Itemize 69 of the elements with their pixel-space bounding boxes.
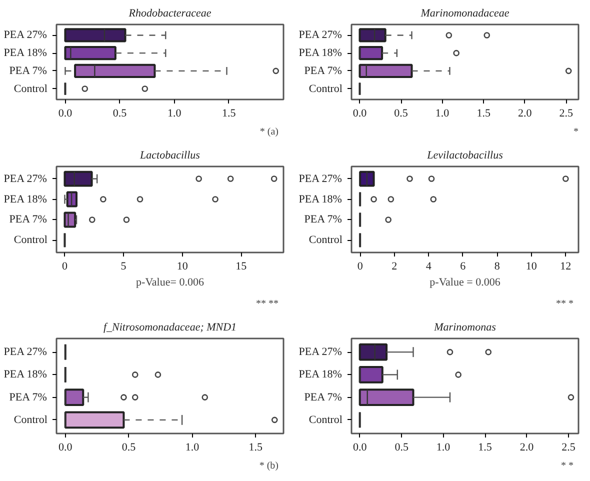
- x-tick-label: 0.5: [394, 442, 409, 454]
- y-tick-label: PEA 18%: [4, 47, 47, 60]
- y-tick-label: PEA 7%: [304, 214, 342, 226]
- chart-title: Marinomonas: [433, 322, 496, 334]
- x-tick-label: 10: [176, 260, 188, 272]
- x-axis-title: p-Value = 0.006: [430, 276, 501, 288]
- y-tick-label: PEA 27%: [4, 346, 47, 358]
- y-tick-label: PEA 18%: [4, 368, 47, 381]
- x-tick-label: 0: [357, 260, 364, 272]
- y-tick-label: Control: [308, 414, 343, 426]
- x-tick-label: 1.5: [248, 442, 263, 454]
- x-tick-label: 1.0: [435, 108, 450, 120]
- x-tick-label: 2.0: [518, 108, 532, 120]
- x-tick-label: 1.5: [478, 442, 492, 454]
- x-tick-label: 6: [460, 260, 466, 272]
- x-tick-label: 0.5: [394, 108, 408, 120]
- text: *: [574, 126, 578, 138]
- x-tick-label: 0.5: [122, 442, 136, 454]
- x-tick-label: 15: [236, 260, 248, 272]
- y-tick-label: PEA 27%: [298, 172, 342, 185]
- y-tick-label: Control: [14, 234, 48, 246]
- x-tick-label: 0.0: [58, 442, 73, 454]
- y-tick-label: PEA 18%: [298, 193, 342, 206]
- y-tick-label: Control: [14, 414, 48, 426]
- text: * *: [561, 460, 574, 472]
- y-tick-label: PEA 27%: [4, 172, 47, 185]
- x-tick-label: 10: [526, 260, 538, 272]
- x-tick-label: 1.0: [436, 442, 451, 454]
- y-tick-label: PEA 7%: [9, 214, 47, 226]
- x-tick-label: 1.5: [222, 108, 236, 120]
- x-tick-label: 2.5: [562, 442, 576, 454]
- y-tick-label: Control: [308, 234, 343, 246]
- x-tick-label: 4: [426, 260, 432, 272]
- y-tick-label: PEA 27%: [4, 29, 47, 42]
- chart-title: Levilactobacillus: [426, 150, 503, 162]
- x-tick-label: 12: [560, 260, 572, 272]
- x-tick-label: 2.0: [520, 442, 534, 454]
- x-tick-label: 0.0: [352, 108, 368, 120]
- y-tick-label: PEA 7%: [9, 64, 47, 77]
- x-tick-label: 0.5: [112, 108, 128, 120]
- text: * (b): [259, 460, 279, 472]
- chart-title: Rhodobacteraceae: [128, 8, 212, 20]
- x-tick-label: 0: [62, 260, 68, 272]
- y-tick-label: PEA 7%: [304, 64, 342, 77]
- text: * (a): [260, 126, 279, 138]
- x-tick-label: 2.5: [559, 108, 574, 120]
- x-axis-title: p-Value= 0.006: [136, 276, 204, 288]
- chart-title: f_Nitrosomonadaceae; MND1: [103, 322, 237, 334]
- x-tick-label: 0.0: [58, 108, 73, 120]
- y-tick-label: PEA 27%: [298, 346, 342, 358]
- y-tick-label: PEA 27%: [298, 29, 342, 42]
- y-tick-label: PEA 7%: [304, 391, 342, 404]
- x-tick-label: 2: [392, 260, 398, 272]
- y-tick-label: PEA 18%: [298, 368, 342, 381]
- y-tick-label: Control: [14, 82, 48, 95]
- x-tick-label: 1.0: [185, 442, 200, 454]
- y-tick-label: PEA 7%: [9, 391, 47, 404]
- chart-title: Lactobacillus: [139, 150, 200, 162]
- chart-title: Marinomonadaceae: [420, 8, 510, 20]
- text: ** *: [556, 298, 574, 310]
- x-tick-label: 5: [120, 260, 127, 272]
- y-tick-label: Control: [308, 82, 343, 95]
- x-tick-label: 1.0: [167, 108, 182, 120]
- y-tick-label: PEA 18%: [4, 193, 47, 206]
- y-tick-label: PEA 18%: [298, 47, 342, 60]
- x-tick-label: 1.5: [476, 108, 491, 120]
- text: ** **: [256, 298, 278, 310]
- x-tick-label: 0.0: [352, 442, 368, 454]
- x-tick-label: 8: [494, 260, 500, 272]
